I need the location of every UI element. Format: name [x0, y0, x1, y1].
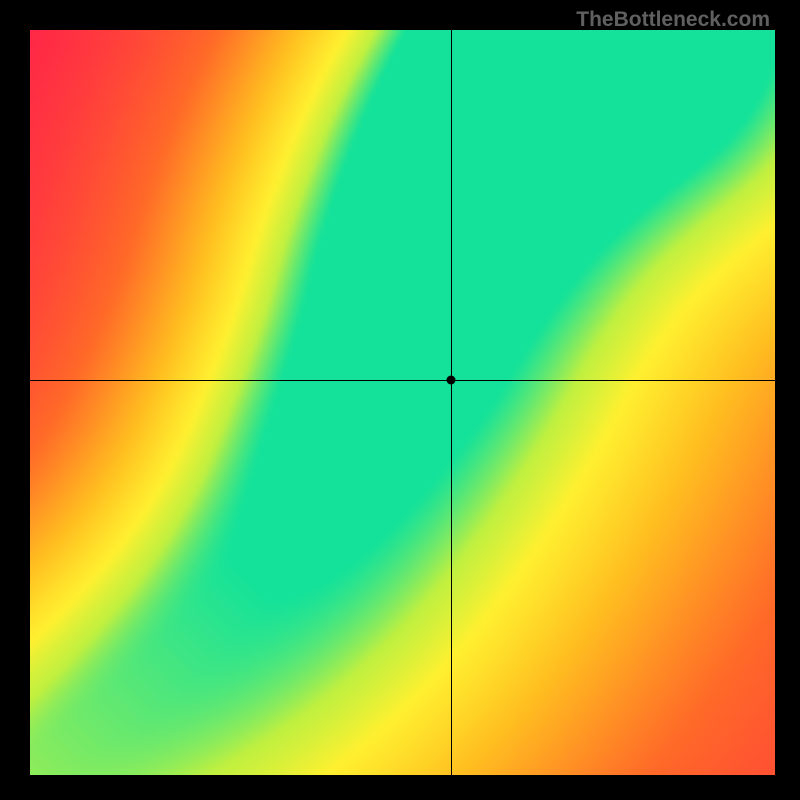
crosshair-marker	[446, 376, 455, 385]
crosshair-vertical-line	[451, 30, 452, 775]
crosshair-horizontal-line	[30, 380, 775, 381]
heatmap-canvas	[30, 30, 775, 775]
watermark-text: TheBottleneck.com	[576, 8, 770, 32]
heatmap-plot	[30, 30, 775, 775]
